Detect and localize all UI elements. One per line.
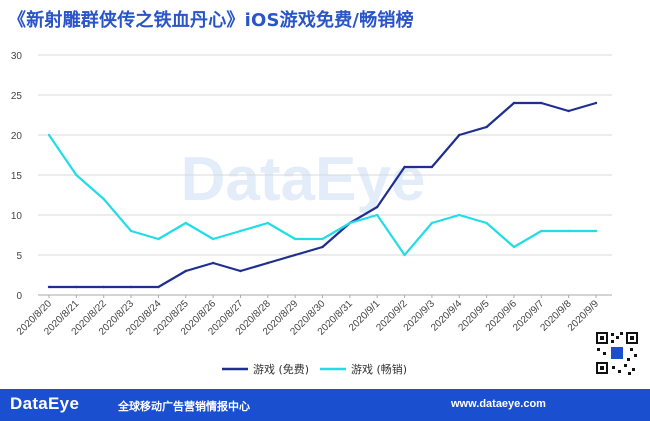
data-point	[293, 237, 297, 241]
data-point	[430, 221, 434, 225]
data-point	[512, 245, 516, 249]
grid	[38, 54, 612, 296]
data-point	[485, 125, 488, 129]
y-tick-label: 10	[11, 211, 23, 222]
data-point	[376, 205, 379, 209]
qr-code-icon	[594, 330, 640, 376]
data-point	[485, 221, 488, 225]
data-point	[540, 229, 543, 233]
footer-tagline: 全球移动广告营销情报中心	[118, 400, 250, 413]
data-point	[157, 285, 160, 289]
data-point	[157, 237, 160, 241]
data-point	[430, 165, 434, 169]
data-point	[567, 229, 570, 233]
data-point	[102, 197, 105, 201]
footer-url-link[interactable]: www.dataeye.com	[451, 398, 546, 410]
data-point	[211, 237, 215, 241]
series-group	[47, 101, 598, 289]
data-point	[403, 253, 406, 257]
data-point	[512, 101, 516, 105]
data-point	[376, 213, 379, 217]
data-point	[102, 285, 105, 289]
data-point	[458, 213, 461, 217]
data-point	[129, 229, 133, 233]
data-point	[403, 165, 406, 169]
data-point	[540, 101, 543, 105]
y-tick-label: 30	[11, 51, 23, 62]
data-point	[211, 261, 215, 265]
data-point	[184, 269, 187, 273]
x-tick-label: 2020/9/9	[566, 298, 602, 334]
footer-bar: DataEye 全球移动广告营销情报中心 www.dataeye.com	[0, 389, 650, 421]
chart-title: 《新射雕群侠传之铁血丹心》iOS游戏免费/畅销榜	[8, 10, 414, 31]
legend-label: 游戏 (畅销)	[351, 362, 407, 376]
footer-brand-logo[interactable]: DataEye	[10, 394, 80, 413]
data-point	[567, 109, 570, 113]
data-point	[75, 285, 78, 289]
data-point	[458, 133, 461, 137]
data-point	[129, 285, 133, 289]
data-point	[321, 245, 324, 249]
y-tick-label: 0	[16, 291, 22, 302]
data-point	[348, 221, 352, 225]
data-point	[239, 229, 242, 233]
data-point	[75, 173, 78, 177]
y-tick-label: 5	[16, 251, 22, 262]
y-tick-label: 20	[11, 131, 23, 142]
y-tick-label: 15	[11, 171, 23, 182]
data-point	[594, 229, 598, 233]
data-point	[266, 261, 269, 265]
data-point	[184, 221, 187, 225]
line-chart: DataEye 0 5 10 15 20 25 30 2020/8/202020/8/212…	[11, 51, 612, 376]
x-axis: 2020/8/202020/8/212020/8/222020/8/232020…	[15, 295, 602, 338]
data-point	[47, 133, 51, 137]
legend: 游戏 (免费) 游戏 (畅销)	[222, 362, 407, 376]
y-axis: 0 5 10 15 20 25 30	[11, 51, 23, 302]
data-point	[47, 285, 51, 289]
legend-label: 游戏 (免费)	[253, 362, 309, 376]
data-point	[239, 269, 242, 273]
data-point	[321, 237, 324, 241]
data-point	[266, 221, 269, 225]
y-tick-label: 25	[11, 91, 23, 102]
data-point	[293, 253, 297, 257]
watermark: DataEye	[181, 145, 426, 214]
data-point	[594, 101, 598, 105]
